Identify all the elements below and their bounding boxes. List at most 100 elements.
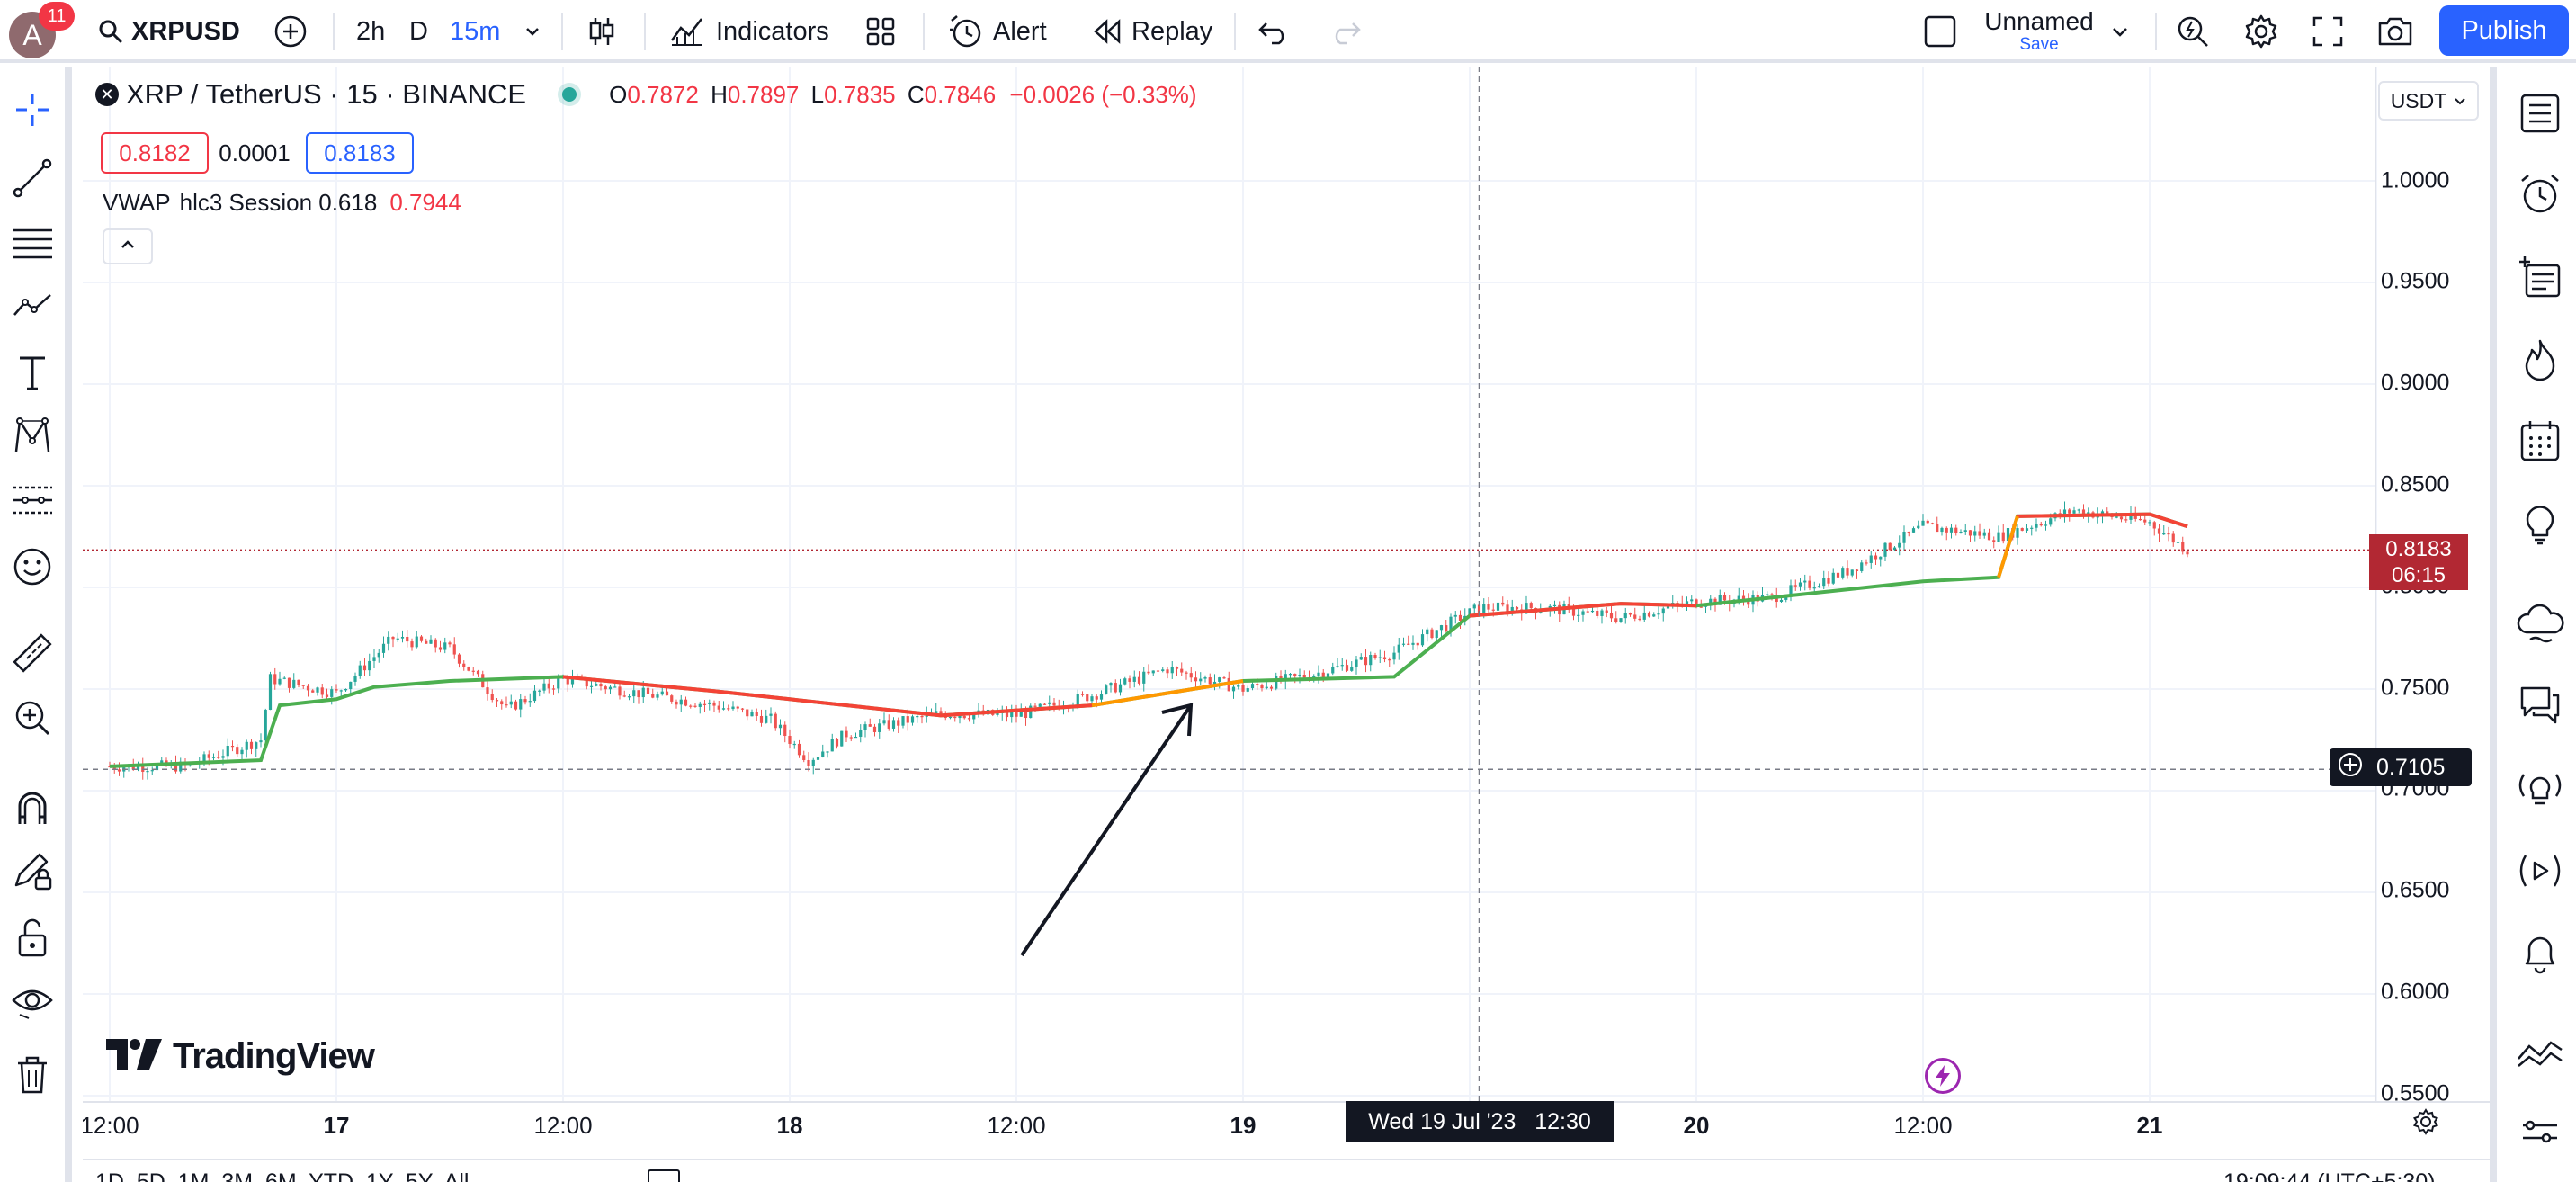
add-alert-plus-icon[interactable] [2337, 751, 2364, 784]
candle-body [2006, 528, 2010, 542]
publish-button[interactable]: Publish [2439, 5, 2569, 56]
undo-icon [1257, 18, 1292, 45]
annotation-arrow[interactable] [1020, 703, 1194, 957]
pattern-tool[interactable] [7, 282, 58, 333]
close-symbol-icon[interactable]: ✕ [95, 83, 119, 106]
settings-button[interactable] [2243, 0, 2279, 63]
zoom-in-icon [11, 696, 54, 744]
interval-15m-label: 15m [450, 16, 501, 46]
replay-stream-button[interactable] [2511, 844, 2569, 901]
fib-tool[interactable] [7, 219, 58, 270]
candle-body [1388, 659, 1391, 661]
chevron-down-icon [523, 22, 541, 40]
candle-body [1685, 601, 1689, 605]
candle-body [2167, 533, 2170, 535]
candle-body [311, 690, 315, 693]
alert-button[interactable]: Alert [948, 0, 1047, 63]
remove-drawings-tool[interactable] [7, 1051, 58, 1101]
notifications-button[interactable] [2511, 925, 2569, 982]
candle-body [495, 700, 499, 702]
redo-button[interactable] [1328, 0, 1362, 63]
candle-body [1822, 578, 1826, 587]
candle-body [1468, 608, 1471, 616]
collapse-legend-button[interactable] [103, 228, 153, 264]
candle-body [1411, 642, 1415, 645]
indicators-button[interactable]: Indicators [669, 0, 829, 63]
measure-tool[interactable] [7, 630, 58, 680]
interval-2h-button[interactable]: 2h [356, 0, 385, 63]
candle-body [230, 746, 235, 748]
candle-body [2081, 509, 2086, 516]
candle-body [1175, 667, 1179, 669]
chats-button[interactable] [2511, 678, 2569, 736]
crosshair-tool[interactable] [7, 86, 58, 137]
price-chart[interactable] [83, 67, 2490, 1182]
emoji-tool[interactable] [7, 543, 58, 594]
range-buttons[interactable]: 1D 5D 1M 3M 6M YTD 1Y 5Y All [95, 1169, 470, 1182]
time-axis-settings-button[interactable] [2412, 1108, 2439, 1140]
candle-body [1892, 547, 1897, 551]
candle-body [1326, 673, 1330, 678]
time-axis-label: 17 [323, 1112, 350, 1139]
interval-15m-button[interactable]: 15m [450, 0, 500, 63]
pine-editor-button[interactable] [2511, 761, 2569, 819]
quick-search-icon [2175, 13, 2211, 49]
candle-body [1642, 612, 1646, 620]
compare-symbol-button[interactable] [273, 0, 308, 63]
templates-button[interactable] [865, 0, 896, 63]
sell-price-button[interactable]: 0.8182 [101, 132, 209, 174]
chart-type-button[interactable] [585, 0, 619, 63]
magnet-tool[interactable] [7, 784, 58, 835]
symbol-legend[interactable]: ✕ XRP / TetherUS · 15 · BINANCE O0.7872 … [95, 78, 1197, 110]
hotlists-button[interactable] [2511, 333, 2569, 390]
fullscreen-button[interactable] [2312, 0, 2344, 63]
vwap-legend[interactable]: VWAP hlc3 Session 0.618 0.7944 [103, 187, 461, 218]
quick-search-button[interactable] [2175, 0, 2211, 63]
interval-dropdown-button[interactable] [523, 0, 541, 63]
alerts-button[interactable] [2511, 167, 2569, 225]
currency-select[interactable]: USDT [2378, 81, 2479, 121]
candle-body [1194, 677, 1198, 682]
layout-button[interactable] [1923, 0, 1957, 63]
streams-button[interactable] [2511, 597, 2569, 655]
event-lightning-icon[interactable] [1925, 1058, 1961, 1094]
lock-drawings-tool[interactable] [7, 914, 58, 964]
candle-body [849, 737, 853, 739]
candle-body [641, 687, 645, 698]
bell-icon [2518, 929, 2563, 979]
xabcd-pattern-tool[interactable] [7, 412, 58, 462]
object-tree-button[interactable] [2511, 250, 2569, 308]
candle-body [740, 708, 745, 710]
zoom-tool[interactable] [7, 694, 58, 745]
candle-body [1161, 669, 1165, 671]
screenshot-button[interactable] [2376, 0, 2414, 63]
prediction-tool[interactable] [7, 477, 58, 527]
layout-dropdown-button[interactable] [2110, 0, 2130, 63]
more-widgets-button[interactable] [2511, 1110, 2569, 1168]
stay-in-drawing-mode-tool[interactable] [7, 847, 58, 898]
replay-icon [1092, 18, 1123, 45]
layout-name-button[interactable]: Unnamed Save [1975, 7, 2103, 58]
watchlist-button[interactable] [2511, 86, 2569, 144]
date-range-calendar-icon[interactable] [648, 1169, 680, 1182]
interval-d-button[interactable]: D [409, 0, 428, 63]
candle-body [1808, 580, 1811, 588]
candle-body [1779, 599, 1784, 603]
calendar-button[interactable] [2511, 414, 2569, 471]
text-tool[interactable] [7, 349, 58, 399]
trend-line-tool[interactable] [7, 155, 58, 205]
replay-button[interactable]: Replay [1092, 0, 1212, 63]
undo-button[interactable] [1257, 0, 1292, 63]
buy-price-button[interactable]: 0.8183 [306, 132, 414, 174]
candle-body [2171, 533, 2175, 543]
candle-body [368, 660, 371, 671]
symbol-search-button[interactable]: XRPUSD [97, 0, 240, 63]
candle-body [1766, 594, 1769, 595]
candle-body [1850, 569, 1854, 576]
hide-drawings-tool[interactable] [7, 977, 58, 1027]
ideas-button[interactable] [2511, 497, 2569, 554]
candle-body [651, 694, 655, 698]
chart-pane[interactable]: ✕ XRP / TetherUS · 15 · BINANCE O0.7872 … [83, 67, 2490, 1182]
candle-body [226, 746, 229, 757]
trading-panel-button[interactable] [2511, 1025, 2569, 1083]
